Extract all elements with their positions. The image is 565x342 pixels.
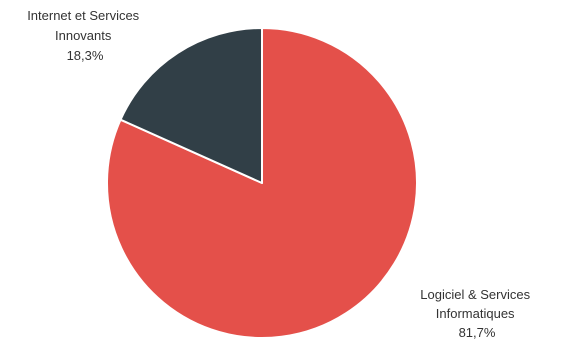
pie-slices [106, 27, 418, 339]
slice-label-logiciel: Logiciel & Services Informatiques 81,7% [420, 287, 533, 340]
pie-slice-1 [119, 27, 263, 184]
slice-label-line: Informatiques [436, 306, 515, 321]
pie-labels: Logiciel & Services Informatiques 81,7% … [27, 8, 533, 340]
slice-label-line: Innovants [55, 28, 112, 43]
slice-label-line: Internet et Services [27, 8, 139, 23]
slice-label-line: Logiciel & Services [420, 287, 530, 302]
slice-value-label: 81,7% [459, 325, 496, 340]
slice-label-internet: Internet et Services Innovants 18,3% [27, 8, 143, 63]
slice-value-label: 18,3% [67, 48, 104, 63]
